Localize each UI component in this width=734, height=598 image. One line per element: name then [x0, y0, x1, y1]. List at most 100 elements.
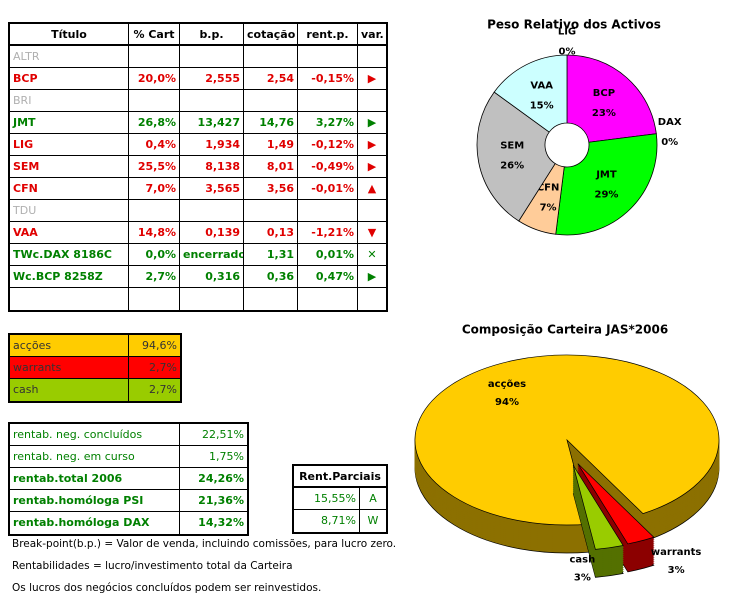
- table-cell: ▶: [358, 112, 386, 134]
- slice-value-label: 23%: [592, 108, 616, 119]
- table-cell: VAA: [10, 222, 129, 244]
- table-cell: [298, 200, 358, 222]
- slice-value-label: 0%: [559, 47, 576, 58]
- table-cell: 13,427: [180, 112, 244, 134]
- table-cell: 0,316: [180, 266, 244, 288]
- table-cell: cotação: [244, 24, 298, 46]
- table-cell: rentab.homóloga PSI: [10, 490, 180, 512]
- chart-title: Peso Relativo dos Activos: [487, 18, 661, 32]
- table-cell: ▶: [358, 266, 386, 288]
- table-cell: 14,76: [244, 112, 298, 134]
- table-cell: [129, 200, 180, 222]
- table-cell: [244, 200, 298, 222]
- table-cell: -1,21%: [298, 222, 358, 244]
- table-cell: 8,01: [244, 156, 298, 178]
- table-cell: rent.p.: [298, 24, 358, 46]
- table-cell: 14,8%: [129, 222, 180, 244]
- allocation-table: acções 94,6% warrants 2,7% cash 2,7%: [8, 333, 182, 403]
- table-cell: 1,49: [244, 134, 298, 156]
- table-cell: 0,4%: [129, 134, 180, 156]
- table-cell: Wc.BCP 8258Z: [10, 266, 129, 288]
- table-cell: TWc.DAX 8186C: [10, 244, 129, 266]
- chart-title: Composição Carteira JAS*2006: [462, 323, 668, 337]
- table-cell: ALTR: [10, 46, 129, 68]
- table-cell: 0,0%: [129, 244, 180, 266]
- table-cell: [129, 46, 180, 68]
- table-cell: 0,13: [244, 222, 298, 244]
- table-cell: ▲: [358, 178, 386, 200]
- table-cell: 1,31: [244, 244, 298, 266]
- table-cell: rentab.homóloga DAX: [10, 512, 180, 534]
- table-cell: 8,138: [180, 156, 244, 178]
- table-cell: [180, 90, 244, 112]
- table-cell: encerrado: [180, 244, 244, 266]
- slice-value-label: 3%: [668, 565, 685, 576]
- table-cell: 14,32%: [198, 516, 244, 529]
- table-cell: [358, 46, 386, 68]
- returns-table: rentab. neg. concluídos 22,51% rentab. neg…: [8, 422, 249, 536]
- slice-value-label: 29%: [594, 189, 618, 200]
- table-cell: 2,54: [244, 68, 298, 90]
- table-cell: ▶: [358, 134, 386, 156]
- table-cell: [244, 288, 298, 310]
- table-cell: [358, 90, 386, 112]
- slice-value-label: 26%: [500, 160, 524, 171]
- slice-value-label: 0%: [661, 137, 678, 148]
- table-cell: 3,27%: [298, 112, 358, 134]
- slice-label: warrants: [651, 547, 701, 558]
- table-cell: acções: [10, 335, 129, 357]
- table-cell: 2,7%: [129, 379, 180, 401]
- table-cell: [298, 90, 358, 112]
- table-cell: ▶: [358, 156, 386, 178]
- table-cell: [358, 288, 386, 310]
- table-cell: var.: [358, 24, 386, 46]
- table-cell: BRI: [10, 90, 129, 112]
- slice-label: CFN: [537, 183, 560, 194]
- table-cell: 2,7%: [129, 357, 180, 379]
- table-cell: SEM: [10, 156, 129, 178]
- table-cell: 25,5%: [129, 156, 180, 178]
- table-cell: [180, 46, 244, 68]
- table-cell: [180, 200, 244, 222]
- partial-table: Rent.Parciais 15,55% A 8,71% W: [292, 464, 388, 534]
- slice-value-label: 94%: [495, 397, 519, 408]
- slice-value-label: 15%: [530, 100, 554, 111]
- table-cell: A: [360, 488, 386, 510]
- table-cell: rentab. neg. em curso: [10, 446, 180, 468]
- table-cell: [244, 90, 298, 112]
- table-cell: rentab. neg. concluídos: [10, 424, 180, 446]
- table-cell: -0,01%: [298, 178, 358, 200]
- table-cell: 0,36: [244, 266, 298, 288]
- table-cell: -0,15%: [298, 68, 358, 90]
- table-cell: 21,36%: [180, 490, 247, 512]
- table-cell: TDU: [10, 200, 129, 222]
- table-cell: 7,0%: [129, 178, 180, 200]
- slice-label: LIG: [558, 27, 576, 38]
- note-text: Rentabilidades = lucro/investimento tota…: [12, 560, 293, 572]
- table-cell: 2,7%: [129, 266, 180, 288]
- table-cell: 22,51%: [180, 424, 247, 446]
- table-cell: 8,71%: [294, 510, 360, 532]
- donut-slice: [493, 54, 568, 133]
- table-cell: [180, 288, 244, 310]
- table-cell: CFN: [10, 178, 129, 200]
- note-text: Os lucros dos negócios concluídos podem …: [12, 582, 322, 594]
- table-cell: [129, 288, 180, 310]
- table-cell: 0,47%: [298, 266, 358, 288]
- table-cell: 24,26%: [180, 468, 247, 490]
- table-cell: 1,934: [180, 134, 244, 156]
- table-cell: 2,555: [180, 68, 244, 90]
- table-cell: rentab.total 2006: [10, 468, 180, 490]
- table-cell: ▶: [358, 68, 386, 90]
- slice-label: DAX: [658, 117, 682, 128]
- table-cell: BCP: [10, 68, 129, 90]
- table-cell: 1,75%: [180, 446, 247, 468]
- table-cell: 26,8%: [129, 112, 180, 134]
- note-text: Break-point(b.p.) = Valor de venda, incl…: [12, 538, 397, 550]
- slice-label: JMT: [595, 169, 617, 180]
- table-cell: ✕: [358, 244, 386, 266]
- table-cell: 20,0%: [129, 68, 180, 90]
- table-cell: [358, 200, 386, 222]
- table-cell: 94,6%: [129, 335, 180, 357]
- table-cell: -0,12%: [298, 134, 358, 156]
